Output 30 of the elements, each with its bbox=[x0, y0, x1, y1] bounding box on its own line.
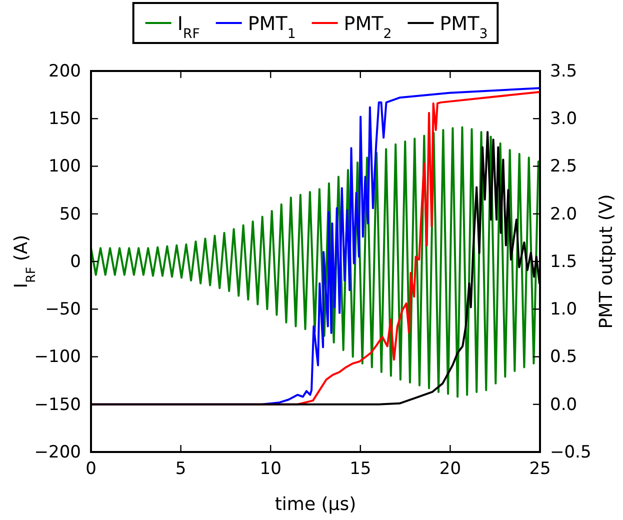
y-tick-label: −200 bbox=[34, 442, 81, 462]
legend-label: PMT$_{2}$ bbox=[344, 13, 392, 42]
x-tick-label: 5 bbox=[175, 459, 186, 480]
y2-tick-label: 1.0 bbox=[550, 300, 578, 320]
x-axis-title: time (μs) bbox=[274, 494, 356, 515]
y-tick-label: 50 bbox=[59, 204, 81, 224]
y-tick-label: −150 bbox=[34, 394, 81, 415]
y2-tick-label: 1.5 bbox=[550, 252, 578, 272]
y2-tick-label: 0.5 bbox=[550, 347, 578, 368]
y-tick-label: −50 bbox=[45, 300, 81, 320]
legend-label: PMT$_{1}$ bbox=[248, 13, 296, 42]
x-tick-label: 20 bbox=[439, 459, 462, 480]
y-tick-label: 100 bbox=[48, 156, 81, 177]
y2-tick-label: 2.5 bbox=[550, 156, 578, 177]
y-tick-label: −100 bbox=[34, 347, 81, 368]
y2-tick-label: 0.0 bbox=[550, 394, 578, 415]
y-tick-label: 150 bbox=[48, 109, 81, 130]
y2-tick-label: −0.5 bbox=[550, 442, 592, 462]
y2-tick-label: 2.0 bbox=[550, 204, 578, 224]
y-tick-label: 200 bbox=[48, 61, 81, 82]
y2-tick-label: 3.0 bbox=[550, 109, 578, 130]
y-tick-label: 0 bbox=[70, 252, 81, 272]
x-tick-label: 15 bbox=[350, 459, 372, 480]
legend-label: PMT$_{3}$ bbox=[440, 13, 488, 42]
y2-axis-title: PMT output (V) bbox=[596, 194, 617, 329]
y2-tick-label: 3.5 bbox=[550, 61, 578, 82]
legend-label: I$_{RF}$ bbox=[177, 13, 200, 42]
x-tick-label: 0 bbox=[86, 459, 96, 480]
x-tick-label: 25 bbox=[529, 459, 551, 480]
x-tick-label: 10 bbox=[260, 459, 282, 480]
